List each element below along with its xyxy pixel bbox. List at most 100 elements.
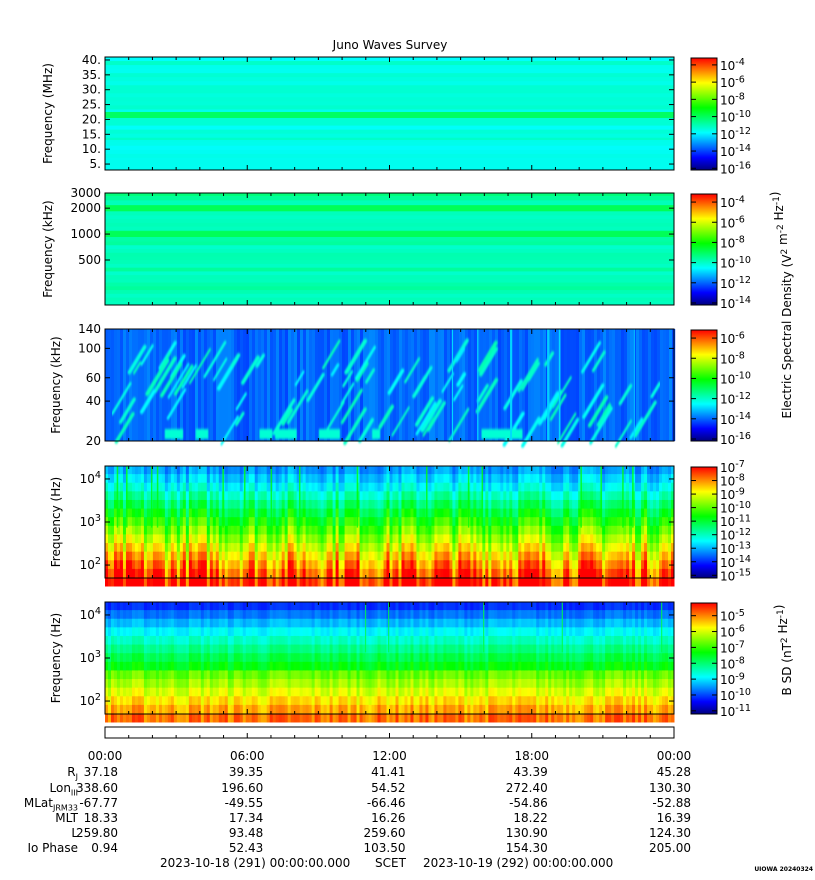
spectrogram-cell <box>347 465 352 475</box>
spectrogram-column <box>563 465 567 587</box>
spectrogram-cell <box>272 704 277 714</box>
spectrogram-cell <box>332 679 337 689</box>
spectrogram-column <box>161 601 166 723</box>
spectrogram-cell <box>371 610 376 620</box>
spectrogram-cell <box>449 568 453 578</box>
spectrogram-cell <box>194 610 199 620</box>
spectrogram-cell <box>278 601 283 611</box>
spectrogram-cell <box>158 713 163 723</box>
spectrogram-cell <box>479 525 483 535</box>
spectrogram-cell <box>368 627 373 637</box>
spectrogram-column <box>270 329 274 441</box>
spectrogram-cell <box>146 482 151 492</box>
spectrogram-cell <box>179 508 184 518</box>
spectrogram-cell <box>293 543 298 553</box>
spectrogram-cell <box>314 618 319 628</box>
spectrogram-cell <box>227 525 232 535</box>
spectrogram-cell <box>269 560 274 570</box>
spectrogram-column <box>347 465 352 587</box>
spectrogram-cell <box>263 618 268 628</box>
spectrogram-column <box>146 601 151 723</box>
spectrogram-cell <box>443 543 447 553</box>
spectrogram-cell <box>227 508 232 518</box>
spectrogram-cell <box>338 704 343 714</box>
spectrogram-cell <box>251 517 256 527</box>
spectrogram-cell <box>353 499 358 509</box>
spectrogram-column <box>578 465 582 587</box>
spectrogram-cell <box>323 482 328 492</box>
spectrogram-cell <box>137 601 142 611</box>
spectrogram-cell <box>380 577 385 587</box>
spectrogram-cell <box>632 482 636 492</box>
spectrogram-cell <box>353 610 358 620</box>
spectrogram-cell <box>365 661 370 671</box>
spectrogram-cell <box>371 543 376 553</box>
spectrogram-cell <box>416 525 420 535</box>
spectrogram-cell <box>422 568 426 578</box>
spectrogram-cell <box>356 534 361 544</box>
spectrogram-column <box>489 329 493 441</box>
spectrogram-cell <box>326 696 331 706</box>
spectrogram-cell <box>212 534 217 544</box>
spectrogram-column <box>545 465 549 587</box>
spectrogram-cell <box>605 508 609 518</box>
spectrogram-column <box>380 601 385 723</box>
spectrogram-cell <box>368 644 373 654</box>
spectrogram-cell <box>560 499 564 509</box>
spectrogram-cell <box>368 713 373 723</box>
spectrogram-cell <box>113 499 118 509</box>
spectrogram-cell <box>176 482 181 492</box>
spectrogram-cell <box>155 534 160 544</box>
spectrogram-cell <box>464 482 468 492</box>
spectrogram-cell <box>629 577 633 587</box>
spectrogram-cell <box>389 543 393 553</box>
spectrogram-cell <box>188 696 193 706</box>
spectrogram-cell <box>242 560 247 570</box>
spectrogram-cell <box>602 474 606 484</box>
spectrogram-cell <box>446 474 450 484</box>
spectrogram-cell <box>617 568 621 578</box>
spectrogram-cell <box>176 499 181 509</box>
spectrogram-cell <box>224 644 229 654</box>
spectrogram-cell <box>410 568 414 578</box>
spectrogram-cell <box>593 568 597 578</box>
spectrogram-cell <box>626 474 630 484</box>
spectrogram-cell <box>167 482 172 492</box>
spectrogram-cell <box>275 661 280 671</box>
spectrogram-cell <box>530 482 534 492</box>
y-tick-label: 100 <box>78 341 101 355</box>
spectrogram-cell <box>236 661 241 671</box>
spectrogram-cell <box>149 568 154 578</box>
spectrogram-cell <box>266 568 271 578</box>
spectrogram-cell <box>152 491 157 501</box>
spectrogram-burst <box>114 412 135 444</box>
spectrogram-cell <box>320 670 325 680</box>
spectrogram-column <box>642 329 646 441</box>
spectrogram-cell <box>149 644 154 654</box>
spectrogram-cell <box>113 713 118 723</box>
spectrogram-cell <box>263 525 268 535</box>
spectrogram-cell <box>113 670 118 680</box>
spectrogram-cell <box>275 644 280 654</box>
spectrogram-cell <box>311 517 316 527</box>
spectrogram-column <box>432 329 436 441</box>
spectrogram-cell <box>341 704 346 714</box>
spectrogram-cell <box>509 474 513 484</box>
spectrogram-cell <box>251 679 256 689</box>
spectrogram-cell <box>404 543 408 553</box>
spectrogram-cell <box>356 644 361 654</box>
spectrogram-cell <box>395 499 399 509</box>
spectrogram-cell <box>371 474 376 484</box>
spectrogram-row <box>105 286 674 291</box>
spectrogram-cell <box>665 551 669 561</box>
spectrogram-cell <box>105 644 109 654</box>
spectrogram-cell <box>410 517 414 527</box>
spectrogram-cell <box>245 679 250 689</box>
spectrogram-cell <box>134 474 139 484</box>
spectrogram-cell <box>401 601 405 611</box>
spectrogram-cell <box>215 653 220 663</box>
spectrogram-burst <box>321 339 341 370</box>
spectrogram-burst <box>387 368 405 395</box>
spectrogram-cell <box>161 610 166 620</box>
